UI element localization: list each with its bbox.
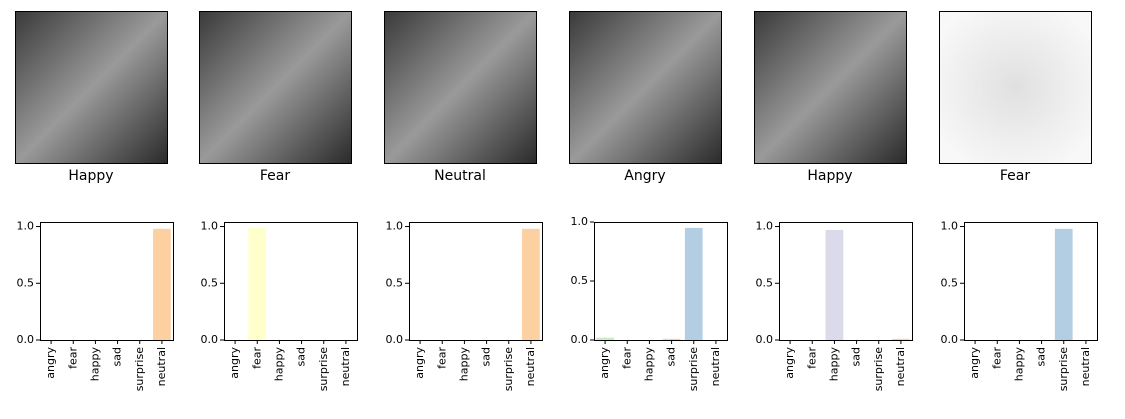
face-image <box>569 11 722 164</box>
y-tick-label: 0.0 <box>941 333 959 346</box>
image-label: Happy <box>807 168 852 184</box>
y-tick-label: 0.5 <box>201 276 219 289</box>
x-tick-label: happy <box>1012 347 1025 382</box>
x-tick-label: fear <box>990 347 1003 369</box>
y-tick-label: 0.0 <box>386 333 404 346</box>
bar <box>522 228 540 340</box>
y-tick-label: 0.0 <box>571 333 589 346</box>
face-image <box>15 11 168 164</box>
x-tick-label: neutral <box>709 347 722 386</box>
x-tick-label: neutral <box>1079 347 1092 386</box>
face-image <box>384 11 537 164</box>
y-tick-label: 0.5 <box>571 274 589 287</box>
x-tick-label: happy <box>272 347 285 382</box>
bar <box>662 338 681 340</box>
x-tick-label: neutral <box>339 347 352 386</box>
image-label: Fear <box>260 168 290 184</box>
bar <box>596 337 614 340</box>
x-tick-label: fear <box>66 347 79 369</box>
x-tick-label: neutral <box>155 347 168 386</box>
image-label: Neutral <box>434 168 486 184</box>
x-tick-label: happy <box>827 347 840 382</box>
x-tick-label: sad <box>295 347 308 366</box>
face-image <box>939 11 1092 164</box>
x-tick-label: surprise <box>872 347 885 392</box>
bar <box>892 338 910 340</box>
x-tick-label: happy <box>88 347 101 382</box>
x-tick-label: neutral <box>894 347 907 386</box>
x-tick-label: surprise <box>502 347 515 392</box>
plot-frame <box>779 222 913 341</box>
y-tick-label: 1.0 <box>201 220 219 233</box>
x-tick-label: neutral <box>524 347 537 386</box>
plot-frame <box>594 222 728 341</box>
bar <box>153 228 171 340</box>
x-tick-label: angry <box>598 347 611 379</box>
plot-frame <box>224 222 358 341</box>
face-image <box>754 11 907 164</box>
bar <box>825 229 844 340</box>
x-tick-label: happy <box>642 347 655 382</box>
y-tick-label: 1.0 <box>756 220 774 233</box>
y-tick-label: 1.0 <box>17 220 35 233</box>
bar <box>1054 228 1073 340</box>
bar <box>248 227 267 340</box>
x-tick-label: sad <box>665 347 678 366</box>
x-tick-label: surprise <box>1057 347 1070 392</box>
images <box>15 11 1092 164</box>
x-tick-label: fear <box>435 347 448 369</box>
face-image <box>199 11 352 164</box>
x-tick-label: sad <box>111 347 124 366</box>
x-tick-label: surprise <box>687 347 700 392</box>
x-tick-label: angry <box>228 347 241 379</box>
image-label: Fear <box>1000 168 1030 184</box>
y-tick-label: 0.5 <box>386 276 404 289</box>
x-tick-label: angry <box>783 347 796 379</box>
y-tick-label: 0.0 <box>201 333 219 346</box>
x-tick-label: sad <box>850 347 863 366</box>
x-tick-label: fear <box>250 347 263 369</box>
x-tick-label: sad <box>1035 347 1048 366</box>
x-tick-label: surprise <box>133 347 146 392</box>
y-tick-label: 1.0 <box>941 220 959 233</box>
x-tick-label: angry <box>413 347 426 379</box>
y-tick-label: 1.0 <box>386 220 404 233</box>
y-tick-label: 0.0 <box>17 333 35 346</box>
y-tick-label: 0.5 <box>756 276 774 289</box>
x-tick-label: sad <box>480 347 493 366</box>
image-label: Angry <box>624 168 665 184</box>
y-tick-label: 0.5 <box>941 276 959 289</box>
image-label: Happy <box>68 168 113 184</box>
plot-frame <box>964 222 1098 341</box>
x-tick-label: angry <box>44 347 57 379</box>
x-tick-label: angry <box>968 347 981 379</box>
plot-frame <box>409 222 543 341</box>
y-tick-label: 0.5 <box>17 276 35 289</box>
bar <box>684 227 703 340</box>
x-tick-label: fear <box>805 347 818 369</box>
y-tick-label: 1.0 <box>571 215 589 228</box>
x-tick-label: surprise <box>317 347 330 392</box>
x-tick-label: fear <box>620 347 633 369</box>
y-tick-label: 0.0 <box>756 333 774 346</box>
plot-frame <box>40 222 174 341</box>
x-tick-label: happy <box>457 347 470 382</box>
